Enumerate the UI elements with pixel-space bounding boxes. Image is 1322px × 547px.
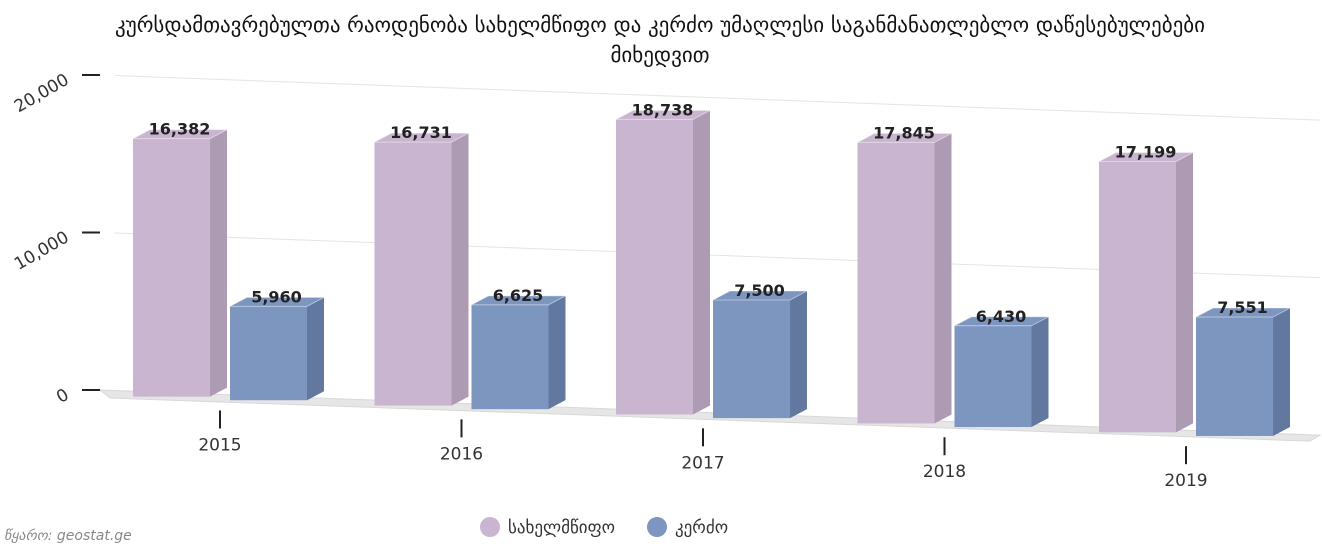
y-tick-label: 10,000 xyxy=(11,228,73,275)
bar-top xyxy=(857,132,952,143)
legend-label: სახელმწიფო xyxy=(508,518,615,538)
data-label: 17,845 xyxy=(873,123,935,142)
data-label: 6,625 xyxy=(493,286,544,305)
bar-top xyxy=(229,296,325,307)
bar xyxy=(230,306,307,401)
y-tick-label: 0 xyxy=(53,385,72,408)
bar-top xyxy=(1098,152,1194,163)
data-label: 18,738 xyxy=(632,100,694,119)
legend-swatch xyxy=(647,517,667,537)
bar-side xyxy=(934,133,952,424)
data-label: 5,960 xyxy=(251,287,302,306)
chart-title: კურსდამთავრებულთა რაოდენობა სახელმწიფო დ… xyxy=(115,13,1205,67)
bar-top xyxy=(132,129,228,140)
bar-top xyxy=(615,109,711,120)
bar-top xyxy=(954,316,1049,327)
bar-side xyxy=(451,133,469,406)
data-label: 7,500 xyxy=(734,281,785,300)
y-tick-label: 20,000 xyxy=(11,70,73,117)
bar-top xyxy=(1195,307,1291,318)
bar-side xyxy=(210,129,227,397)
bar-side xyxy=(693,110,710,415)
source: წყარო: geostat.ge xyxy=(4,528,132,544)
bar xyxy=(713,299,790,419)
data-label: 6,430 xyxy=(976,307,1027,326)
bar-top xyxy=(712,290,808,301)
bar xyxy=(374,142,452,406)
bar xyxy=(857,142,935,424)
legend-swatch xyxy=(480,517,500,537)
bar-side xyxy=(790,290,807,419)
data-label: 16,731 xyxy=(390,123,452,142)
bar-side xyxy=(1031,316,1049,428)
bar xyxy=(1196,317,1273,436)
x-tick-label: 2015 xyxy=(198,435,241,455)
bar-side xyxy=(548,295,566,410)
bar xyxy=(954,325,1032,428)
data-label: 7,551 xyxy=(1217,298,1268,317)
bar xyxy=(133,138,210,397)
bar-side xyxy=(307,297,324,401)
bar-top xyxy=(374,132,469,143)
bar xyxy=(471,304,549,410)
bar-top xyxy=(471,295,566,306)
bar xyxy=(616,119,693,415)
x-tick-label: 2019 xyxy=(1164,471,1207,491)
data-label: 16,382 xyxy=(149,120,211,139)
legend-label: კერძო xyxy=(675,518,728,538)
bar-side xyxy=(1176,152,1193,433)
x-tick-label: 2018 xyxy=(923,462,966,482)
x-tick-label: 2017 xyxy=(681,453,724,473)
grid-line xyxy=(114,75,1321,121)
bar-side xyxy=(1273,308,1290,436)
x-tick-label: 2016 xyxy=(440,444,483,464)
data-label: 17,199 xyxy=(1115,143,1177,162)
bar xyxy=(1099,161,1176,433)
